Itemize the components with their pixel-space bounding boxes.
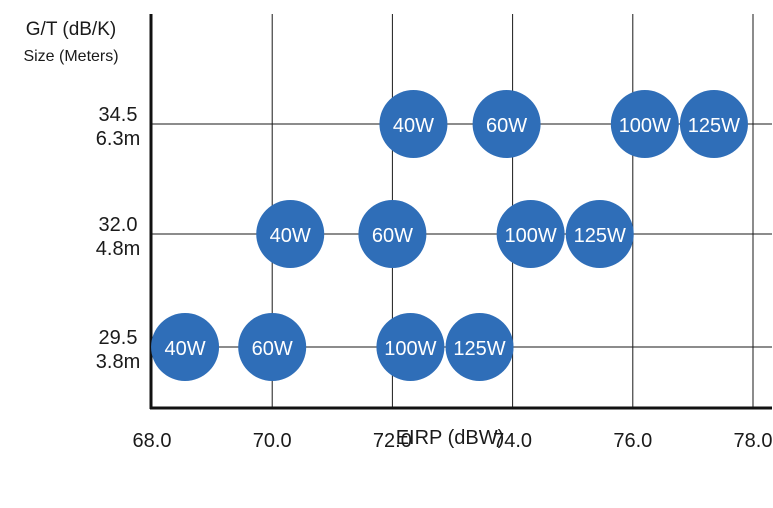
data-points: 40W 60W 100W 125W 40W 60W 100W 125W 40W 60W 100W 12…	[151, 90, 748, 381]
data-point: 40W	[256, 200, 325, 268]
data-point-marker	[256, 200, 325, 268]
x-axis-title: EIRP (dBW)	[396, 427, 505, 449]
data-point: 100W	[496, 200, 565, 268]
data-point-label: 100W	[505, 225, 557, 247]
data-point-marker	[472, 90, 541, 158]
x-tick-label: 78.0	[734, 430, 773, 452]
data-point-label: 100W	[384, 338, 436, 360]
x-axis-tick-labels: 68.0 70.0 72.0 74.0 76.0 78.0	[133, 430, 773, 452]
y-tick-label-gt: 34.5	[99, 104, 138, 126]
x-tick-label: 68.0	[133, 430, 172, 452]
x-tick-label: 76.0	[613, 430, 652, 452]
x-tick-label: 74.0	[493, 430, 532, 452]
data-point-marker	[679, 90, 748, 158]
data-point-marker	[238, 313, 307, 381]
data-point-marker	[379, 90, 448, 158]
data-point-label: 60W	[372, 225, 413, 247]
data-point-label: 60W	[486, 115, 527, 137]
x-tick-label: 72.0	[373, 430, 412, 452]
data-point-label: 100W	[619, 115, 671, 137]
data-point-label: 125W	[453, 338, 505, 360]
y-tick-label-size: 6.3m	[96, 128, 140, 150]
y-tick-label-size: 4.8m	[96, 238, 140, 260]
y-axis-labels: G/T (dB/K) Size (Meters) 29.53.8m 32.04.8…	[23, 19, 140, 373]
data-point-marker	[610, 90, 679, 158]
y-axis-title: G/T (dB/K)	[26, 19, 116, 40]
data-point-marker	[445, 313, 514, 381]
data-point: 125W	[565, 200, 634, 268]
axes	[149, 14, 772, 410]
data-point-marker	[151, 313, 220, 381]
data-point: 125W	[445, 313, 514, 381]
y-tick-label-gt: 29.5	[99, 327, 138, 349]
y-tick-label-size: 3.8m	[96, 351, 140, 373]
data-point-label: 40W	[164, 338, 205, 360]
data-point: 100W	[610, 90, 679, 158]
data-point: 100W	[376, 313, 445, 381]
data-point-marker	[358, 200, 427, 268]
data-point: 60W	[472, 90, 541, 158]
data-point: 40W	[151, 313, 220, 381]
x-tick-label: 70.0	[253, 430, 292, 452]
data-point-label: 125W	[688, 115, 740, 137]
data-point: 60W	[238, 313, 307, 381]
y-axis-subtitle: Size (Meters)	[23, 48, 118, 65]
data-point-label: 60W	[252, 338, 293, 360]
data-point-marker	[565, 200, 634, 268]
data-point-marker	[376, 313, 445, 381]
data-point-marker	[496, 200, 565, 268]
data-point: 40W	[379, 90, 448, 158]
data-point: 60W	[358, 200, 427, 268]
data-point: 125W	[679, 90, 748, 158]
data-point-label: 40W	[393, 115, 434, 137]
y-tick-label-gt: 32.0	[99, 214, 138, 236]
data-point-label: 40W	[270, 225, 311, 247]
data-point-label: 125W	[574, 225, 626, 247]
